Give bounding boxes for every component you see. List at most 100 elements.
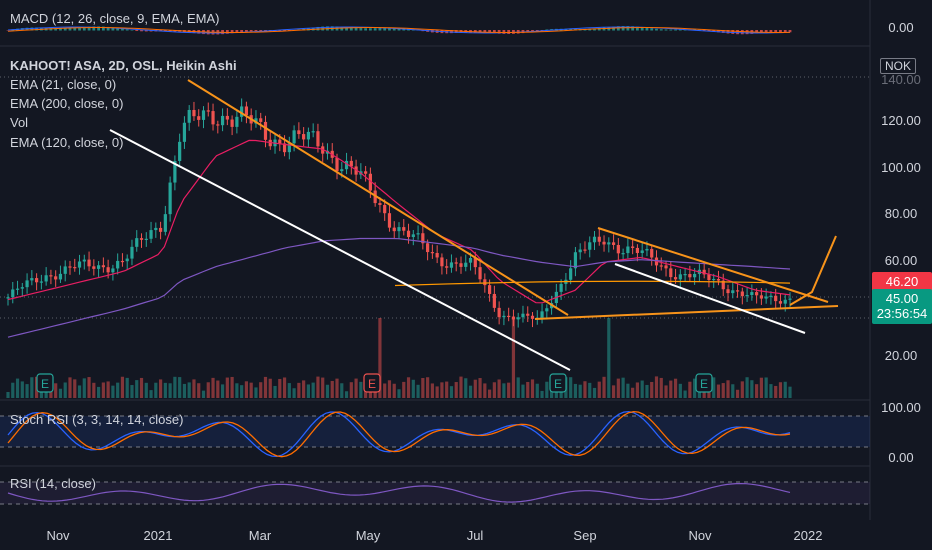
descending-wedge-top (598, 228, 828, 302)
candle-body (588, 242, 591, 249)
macd-histogram-bar (736, 30, 739, 34)
volume-bar (107, 381, 110, 398)
volume-bar (574, 384, 577, 398)
candle-body (674, 277, 677, 279)
volume-bar (679, 384, 682, 398)
candle-body (97, 265, 100, 269)
volume-bar (540, 391, 543, 398)
volume-bar (483, 383, 486, 398)
volume-bar (512, 318, 515, 398)
volume-bar (421, 378, 424, 398)
candle-body (712, 279, 715, 280)
candle-body (488, 285, 491, 294)
candle-body (102, 265, 105, 267)
candle-body (774, 296, 777, 301)
volume-bar (245, 381, 248, 398)
volume-bar (140, 378, 143, 398)
macd-histogram-bar (364, 28, 367, 30)
volume-bar (25, 384, 28, 398)
candle-body (560, 284, 563, 292)
volume-bar (326, 385, 329, 398)
volume-bar (297, 383, 300, 398)
volume-bar (383, 384, 386, 398)
candle-body (135, 238, 138, 247)
candle-body (216, 124, 219, 125)
candle-body (221, 116, 224, 125)
ema200-legend: EMA (200, close, 0) (10, 96, 123, 111)
volume-bar (517, 377, 520, 398)
volume-bar (493, 382, 496, 398)
volume-bar (440, 382, 443, 398)
macd-histogram-bar (359, 28, 362, 30)
candle-body (660, 265, 663, 266)
volume-bar (626, 384, 629, 398)
volume-bar (259, 382, 262, 398)
volume-bar (97, 387, 100, 398)
candle-body (183, 123, 186, 142)
support-line (535, 306, 838, 319)
volume-bar (221, 384, 224, 398)
candle-body (11, 289, 14, 297)
candle-body (49, 275, 52, 276)
earnings-marker-label: E (700, 377, 708, 391)
candle-body (111, 268, 114, 272)
volume-bar (278, 379, 281, 398)
candle-body (693, 274, 696, 277)
volume-bar (173, 377, 176, 398)
volume-bar (655, 376, 658, 398)
candle-body (83, 260, 86, 262)
volume-bar (164, 383, 167, 398)
candle-body (622, 253, 625, 254)
candle-body (607, 242, 610, 244)
candle-body (145, 239, 148, 240)
volume-bar (722, 383, 725, 398)
volume-bar (731, 384, 734, 398)
candle-body (292, 130, 295, 143)
volume-bar (569, 377, 572, 398)
volume-bar (149, 390, 152, 398)
x-tick: Sep (573, 528, 596, 543)
candle-body (717, 279, 720, 281)
candle-body (140, 238, 143, 240)
candle-body (483, 279, 486, 285)
candle-body (478, 267, 481, 279)
ema120-legend: EMA (120, close, 0) (10, 135, 123, 150)
candle-body (416, 233, 419, 234)
candle-body (650, 249, 653, 258)
candle-body (159, 228, 162, 232)
macd-histogram-bar (135, 30, 138, 31)
volume-bar (631, 388, 634, 398)
stoch-tick: 0.00 (870, 450, 932, 465)
macd-histogram-bar (774, 30, 777, 32)
volume-bar (607, 318, 610, 398)
volume-bar (83, 378, 86, 398)
volume-bar (788, 387, 791, 398)
volume-bar (459, 377, 462, 398)
volume-bar (231, 377, 234, 398)
volume-bar (197, 383, 200, 398)
candle-body (245, 106, 248, 115)
volume-bar (68, 377, 71, 398)
macd-histogram-bar (741, 30, 744, 34)
price-tick: 20.00 (870, 348, 932, 363)
candle-body (312, 131, 315, 132)
macd-histogram-bar (374, 28, 377, 30)
candle-body (64, 266, 67, 273)
volume-bar (340, 383, 343, 398)
volume-bar (645, 385, 648, 398)
volume-bar (760, 378, 763, 398)
volume-bar (350, 382, 353, 398)
candle-body (259, 118, 262, 122)
candle-body (68, 266, 71, 267)
ema21-legend: EMA (21, close, 0) (10, 77, 116, 92)
candle-body (402, 227, 405, 231)
candle-body (521, 314, 524, 318)
volume-bar (416, 385, 419, 398)
macd-histogram-bar (369, 28, 372, 30)
candle-body (602, 242, 605, 245)
candle-body (626, 246, 629, 253)
candle-body (440, 257, 443, 266)
candle-body (25, 280, 28, 287)
volume-bar (102, 382, 105, 398)
